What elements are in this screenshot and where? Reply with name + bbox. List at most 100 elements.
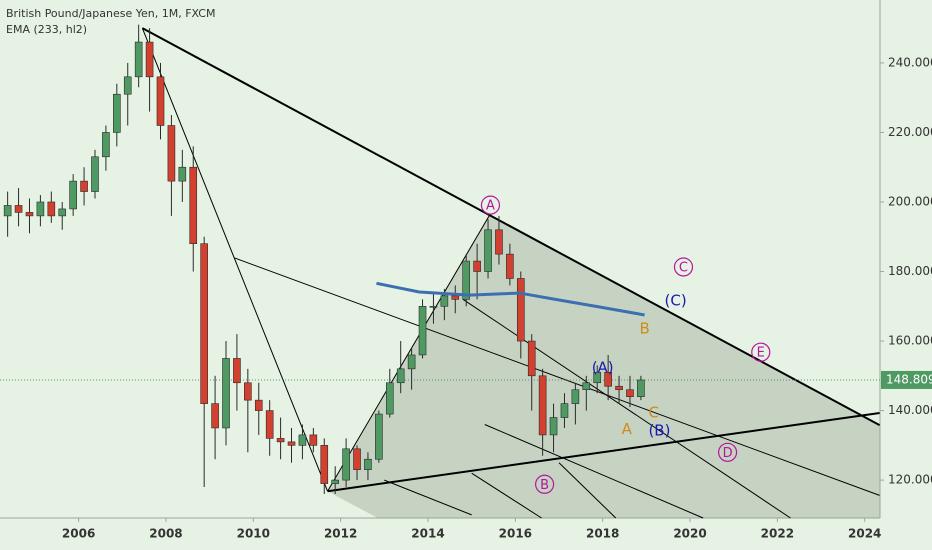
candle-body bbox=[418, 305, 427, 356]
y-tick-label: 140.000 bbox=[888, 403, 932, 417]
wave-label: E bbox=[757, 346, 765, 361]
wave-circle bbox=[534, 474, 555, 494]
candle-body bbox=[342, 448, 350, 481]
candle-body bbox=[123, 76, 132, 95]
x-tick-label: 2006 bbox=[62, 527, 95, 541]
candle-body bbox=[440, 295, 449, 307]
candle-body bbox=[167, 125, 176, 182]
trend-line bbox=[234, 257, 880, 496]
candle-body bbox=[200, 243, 208, 404]
candle-body bbox=[582, 382, 591, 391]
x-tick-label: 2008 bbox=[149, 527, 182, 541]
trend-line bbox=[384, 479, 472, 516]
y-tick-label: 220.000 bbox=[888, 125, 932, 139]
candle-body bbox=[189, 166, 198, 245]
candle-body bbox=[615, 385, 623, 391]
candle-body bbox=[47, 201, 56, 217]
candle-body bbox=[233, 358, 241, 384]
candle-body bbox=[287, 441, 296, 446]
trend-line bbox=[484, 424, 704, 519]
candle-body bbox=[178, 166, 187, 182]
candle-body bbox=[222, 358, 230, 429]
wave-circle bbox=[673, 257, 694, 277]
candle-body bbox=[145, 41, 154, 78]
candle-body bbox=[80, 180, 88, 192]
candle-body bbox=[385, 382, 394, 415]
candle-body bbox=[462, 260, 471, 300]
trend-line bbox=[327, 215, 490, 492]
wave-label: C bbox=[649, 403, 659, 421]
y-tick-label: 200.000 bbox=[888, 194, 932, 208]
candle-body bbox=[134, 41, 143, 78]
candle-body bbox=[211, 403, 219, 429]
x-tick-label: 2020 bbox=[673, 527, 706, 541]
indicator-label: EMA (233, hl2) bbox=[6, 23, 87, 36]
candle-body bbox=[58, 208, 67, 217]
trend-line bbox=[141, 27, 881, 427]
trend-line bbox=[327, 412, 880, 493]
candle-body bbox=[560, 403, 569, 418]
x-tick-label: 2014 bbox=[411, 527, 444, 541]
candle-body bbox=[484, 229, 492, 272]
last-price-badge bbox=[881, 370, 932, 389]
candle-body bbox=[309, 434, 318, 446]
candle-body bbox=[396, 368, 405, 384]
wave-label: (B) bbox=[648, 422, 670, 440]
candle-body bbox=[156, 76, 165, 126]
candle-body bbox=[429, 305, 438, 308]
x-tick-label: 2022 bbox=[761, 527, 794, 541]
y-tick-label: 180.000 bbox=[888, 264, 932, 278]
wave-label: (C) bbox=[665, 292, 687, 310]
candle-body bbox=[320, 445, 329, 484]
wave-label: (A) bbox=[592, 359, 614, 377]
candle-body bbox=[571, 389, 580, 404]
candle-body bbox=[25, 212, 34, 217]
candle-body bbox=[516, 278, 525, 342]
y-tick-label: 160.000 bbox=[888, 334, 932, 348]
candle-body bbox=[473, 260, 481, 272]
candle-body bbox=[407, 354, 416, 370]
candle-body bbox=[14, 205, 23, 213]
candle-body bbox=[265, 410, 274, 439]
candle-body bbox=[593, 372, 602, 384]
wave-circle bbox=[480, 195, 501, 215]
candle-body bbox=[102, 132, 110, 158]
candle-body bbox=[353, 448, 361, 470]
chart-title: British Pound/Japanese Yen, 1M, FXCM bbox=[6, 7, 215, 20]
wave-label: B bbox=[639, 320, 649, 338]
trend-line bbox=[471, 472, 542, 519]
candle-body bbox=[276, 438, 285, 443]
candle-body bbox=[604, 372, 612, 387]
candle-body bbox=[298, 434, 307, 446]
candle-body bbox=[495, 229, 503, 255]
wave-label: B bbox=[540, 478, 549, 493]
candle-body bbox=[36, 201, 45, 217]
x-tick-label: 2016 bbox=[499, 527, 532, 541]
y-tick-label: 240.000 bbox=[888, 55, 932, 69]
candle-body bbox=[375, 413, 383, 460]
candle-body bbox=[637, 379, 645, 397]
x-tick-label: 2010 bbox=[237, 527, 270, 541]
x-tick-label: 2018 bbox=[586, 527, 619, 541]
candle-body bbox=[244, 382, 252, 401]
candle-body bbox=[451, 295, 460, 300]
trend-line bbox=[558, 462, 617, 519]
wave-label: C bbox=[679, 260, 688, 275]
candle-body bbox=[113, 93, 121, 133]
wave-circle bbox=[717, 442, 738, 462]
candle-body bbox=[364, 458, 372, 470]
wave-label: D bbox=[723, 446, 733, 461]
x-tick-label: 2012 bbox=[324, 527, 357, 541]
candle-body bbox=[3, 205, 12, 217]
candle-body bbox=[91, 156, 99, 192]
x-tick-label: 2024 bbox=[848, 527, 881, 541]
ema-line bbox=[376, 281, 645, 317]
last-price-label: 148.809 bbox=[886, 372, 932, 386]
trend-line bbox=[141, 27, 329, 492]
candle-body bbox=[538, 375, 547, 436]
y-tick-label: 120.000 bbox=[888, 473, 932, 487]
wave-circle bbox=[751, 342, 771, 362]
